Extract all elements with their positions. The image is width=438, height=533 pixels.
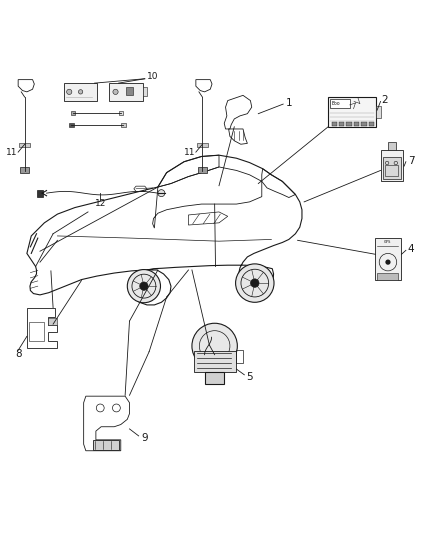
Bar xyxy=(385,165,398,176)
Text: 12: 12 xyxy=(95,199,106,208)
Circle shape xyxy=(192,323,237,369)
Circle shape xyxy=(113,89,118,94)
Bar xyxy=(354,123,359,126)
Text: 11: 11 xyxy=(6,148,18,157)
Text: 5: 5 xyxy=(246,372,253,382)
Circle shape xyxy=(127,270,160,303)
Bar xyxy=(48,318,57,325)
Bar xyxy=(19,143,30,147)
Bar xyxy=(198,167,207,173)
Bar xyxy=(378,273,399,280)
Bar xyxy=(376,106,381,118)
Bar xyxy=(109,83,143,101)
Bar xyxy=(119,111,123,115)
Bar xyxy=(339,123,344,126)
Text: Boo: Boo xyxy=(332,101,340,106)
Bar xyxy=(121,123,126,127)
Bar xyxy=(29,322,44,341)
Circle shape xyxy=(67,89,72,94)
Bar xyxy=(381,150,403,181)
Bar xyxy=(37,190,43,197)
Bar xyxy=(388,142,396,150)
Bar xyxy=(383,157,401,179)
Circle shape xyxy=(158,190,165,197)
Bar xyxy=(369,123,374,126)
Bar xyxy=(361,123,367,126)
Bar xyxy=(20,167,29,173)
Text: 11: 11 xyxy=(184,148,195,157)
Text: 4: 4 xyxy=(408,244,414,254)
Bar xyxy=(194,351,236,372)
Text: 10: 10 xyxy=(147,72,159,81)
Text: 2: 2 xyxy=(381,95,388,104)
Bar xyxy=(330,99,350,108)
Circle shape xyxy=(236,264,274,302)
Bar xyxy=(64,83,97,101)
Bar xyxy=(205,372,224,384)
Circle shape xyxy=(78,90,83,94)
Bar xyxy=(197,143,208,147)
Text: 1: 1 xyxy=(286,98,292,108)
Bar xyxy=(126,87,134,95)
Bar xyxy=(332,123,337,126)
Circle shape xyxy=(140,282,148,290)
Text: GPS: GPS xyxy=(384,240,392,245)
Bar xyxy=(143,87,148,96)
Bar xyxy=(71,111,75,115)
Text: 7: 7 xyxy=(408,156,414,166)
Circle shape xyxy=(385,260,391,265)
Text: 8: 8 xyxy=(15,349,21,359)
Circle shape xyxy=(251,279,259,287)
Bar xyxy=(328,97,376,127)
Bar xyxy=(69,123,74,127)
Bar xyxy=(375,238,401,280)
Text: 9: 9 xyxy=(141,433,148,442)
Bar xyxy=(236,350,243,362)
Bar xyxy=(93,440,120,450)
Bar xyxy=(346,123,352,126)
